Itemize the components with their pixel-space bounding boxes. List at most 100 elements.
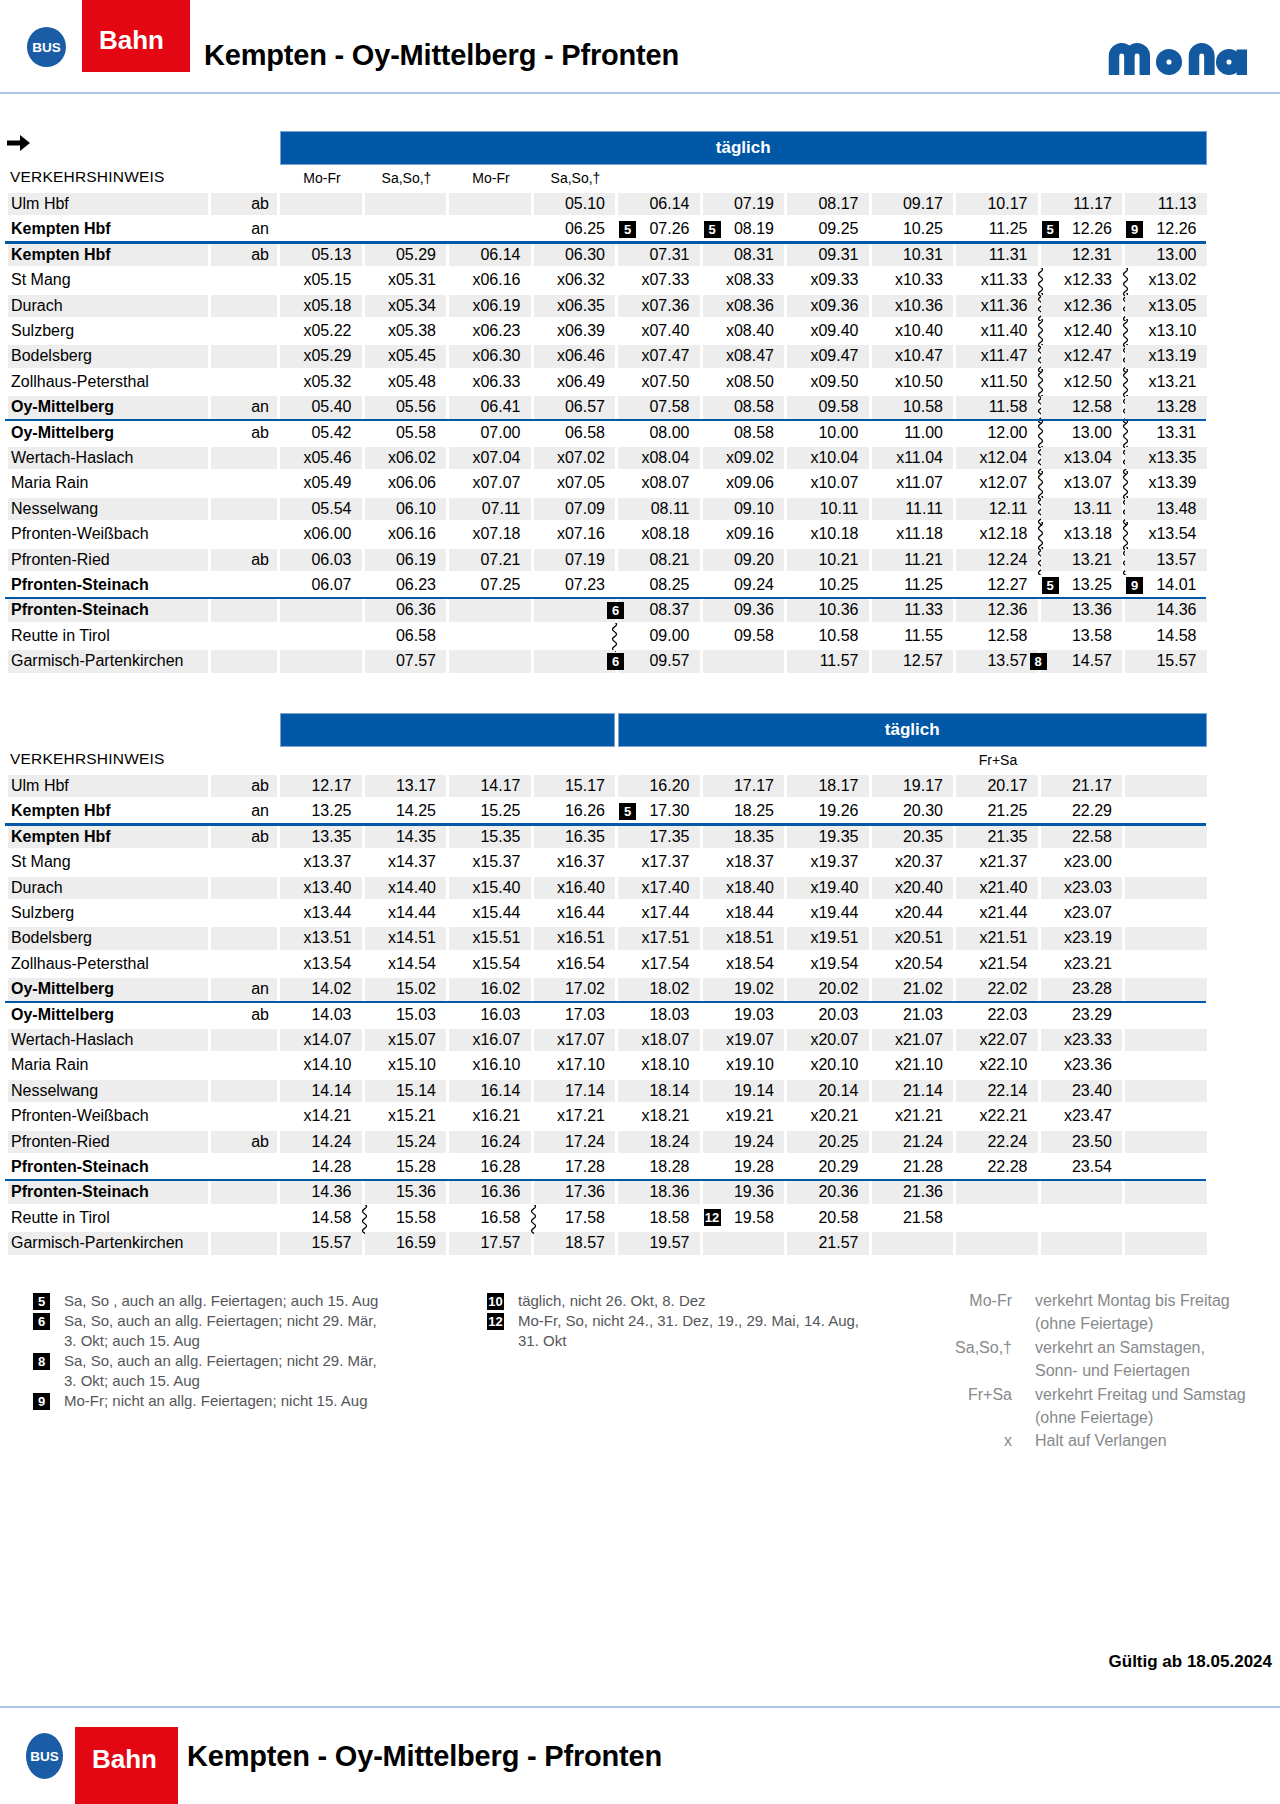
stop-type (211, 447, 277, 469)
time-cell: 19.03 (703, 1004, 785, 1026)
time-cell (1125, 851, 1207, 873)
time-cell: 19.24 (703, 1131, 785, 1153)
stop-type (211, 1054, 277, 1076)
legend-text: Halt auf Verlangen (1035, 1429, 1250, 1452)
time-cell: 12.26 (1125, 218, 1207, 240)
time-cell: 21.14 (872, 1080, 954, 1102)
time-cell: 14.58 (1125, 625, 1207, 647)
time-cell: x05.15 (280, 269, 362, 291)
time-cell: 21.36 (872, 1181, 954, 1203)
time-cell (280, 218, 362, 240)
time-cell: 07.00 (449, 422, 531, 444)
time-cell (1125, 1029, 1207, 1051)
time-cell: x16.54 (534, 953, 616, 975)
time-cell: x14.40 (365, 877, 447, 899)
time-cell: 17.30 (618, 800, 700, 822)
time-cell: x17.54 (618, 953, 700, 975)
stop-type: an (211, 218, 277, 240)
time-cell: 22.29 (1041, 800, 1123, 822)
column-day-hint: Sa,So,† (365, 170, 449, 186)
time-cell: 07.265 (618, 218, 700, 240)
time-cell (534, 625, 616, 647)
station-row: Zollhaus-Petersthalx13.54x14.54x15.54x16… (8, 953, 1209, 978)
time-cell: 05.13 (280, 244, 362, 266)
stop-type: an (211, 800, 277, 822)
station-row: Zollhaus-Petersthalx05.32x05.48x06.33x06… (8, 371, 1209, 396)
time-cell: 21.58 (872, 1207, 954, 1229)
time-cell: x07.16 (534, 523, 616, 545)
time-cell: x21.40 (956, 877, 1038, 899)
time-cell: 18.02 (618, 978, 700, 1000)
time-cell: x06.46 (534, 345, 616, 367)
station-name: Pfronten-Weißbach (8, 523, 208, 545)
time-cell: x15.07 (365, 1029, 447, 1051)
time-cell: x14.10 (280, 1054, 362, 1076)
station-name: St Mang (8, 851, 208, 873)
station-name: Ulm Hbf (8, 193, 208, 215)
time-cell: 07.31 (618, 244, 700, 266)
time-cell: x06.49 (534, 371, 616, 393)
stop-type (211, 1029, 277, 1051)
time-cell: x13.35 (1125, 447, 1207, 469)
station-name: Wertach-Haslach (8, 1029, 208, 1051)
time-cell: 15.03 (365, 1004, 447, 1026)
time-cell (534, 650, 616, 672)
time-cell: 20.29 (787, 1156, 869, 1178)
time-cell: 05.54 (280, 498, 362, 520)
time-cell: 07.19 (534, 549, 616, 571)
time-cell (1041, 1181, 1123, 1203)
station-name: Bodelsberg (8, 927, 208, 949)
time-cell: x23.19 (1041, 927, 1123, 949)
time-cell: x21.21 (872, 1105, 954, 1127)
time-cell: 08.58 (703, 396, 785, 418)
station-name: Pfronten-Steinach (8, 574, 208, 596)
time-cell: 05.58 (365, 422, 447, 444)
bahn-logo-footer-label: Bahn (92, 1744, 157, 1775)
time-cell: 16.265 (534, 800, 616, 822)
time-cell: x17.44 (618, 902, 700, 924)
stop-type (211, 927, 277, 949)
time-cell: 06.19 (365, 549, 447, 571)
time-cell: x19.21 (703, 1105, 785, 1127)
time-cell: 08.21 (618, 549, 700, 571)
legend: Mo-Frverkehrt Montag bis Freitag(ohne Fe… (900, 1289, 1250, 1453)
station-name: St Mang (8, 269, 208, 291)
time-cell: x13.10 (1125, 320, 1207, 342)
time-cell: x05.32 (280, 371, 362, 393)
time-cell: x07.18 (449, 523, 531, 545)
stop-type (211, 269, 277, 291)
station-row: Ulm Hbfab12.1713.1714.1715.17516.2017.17… (8, 775, 1209, 800)
time-cell: x08.40 (703, 320, 785, 342)
time-cell: 15.14 (365, 1080, 447, 1102)
direction-arrow-icon (7, 135, 31, 151)
time-cell: 18.25 (703, 800, 785, 822)
time-cell (956, 1181, 1038, 1203)
time-cell: x06.39 (534, 320, 616, 342)
time-cell: 22.02 (956, 978, 1038, 1000)
time-cell: x13.21 (1125, 371, 1207, 393)
station-row: Garmisch-Partenkirchen15.571016.5917.571… (8, 1232, 1209, 1257)
footnotes-column-1: 5Sa, So , auch an allg. Feiertagen; auch… (33, 1291, 393, 1411)
time-cell: x23.07 (1041, 902, 1123, 924)
time-cell: x18.51 (703, 927, 785, 949)
time-cell: x10.47 (872, 345, 954, 367)
station-name: Maria Rain (8, 1054, 208, 1076)
time-cell: x19.07 (703, 1029, 785, 1051)
time-cell: x11.04 (872, 447, 954, 469)
station-row: St Mangx05.15x05.31x06.16x06.32x07.33x08… (8, 269, 1209, 294)
time-cell: x17.40 (618, 877, 700, 899)
station-name: Pfronten-Ried (8, 549, 208, 571)
time-cell: 12.17 (280, 775, 362, 797)
time-cell: x22.10 (956, 1054, 1038, 1076)
time-cell: 16.20 (618, 775, 700, 797)
time-cell: 07.09 (534, 498, 616, 520)
stop-type (211, 599, 277, 621)
time-cell: 19.28 (703, 1156, 785, 1178)
time-cell: 19.26 (787, 800, 869, 822)
header-divider (0, 92, 1280, 94)
time-cell: 14.17 (449, 775, 531, 797)
time-cell: x19.37 (787, 851, 869, 873)
time-cell: x09.47 (787, 345, 869, 367)
station-name: Pfronten-Ried (8, 1131, 208, 1153)
time-cell: x08.47 (703, 345, 785, 367)
